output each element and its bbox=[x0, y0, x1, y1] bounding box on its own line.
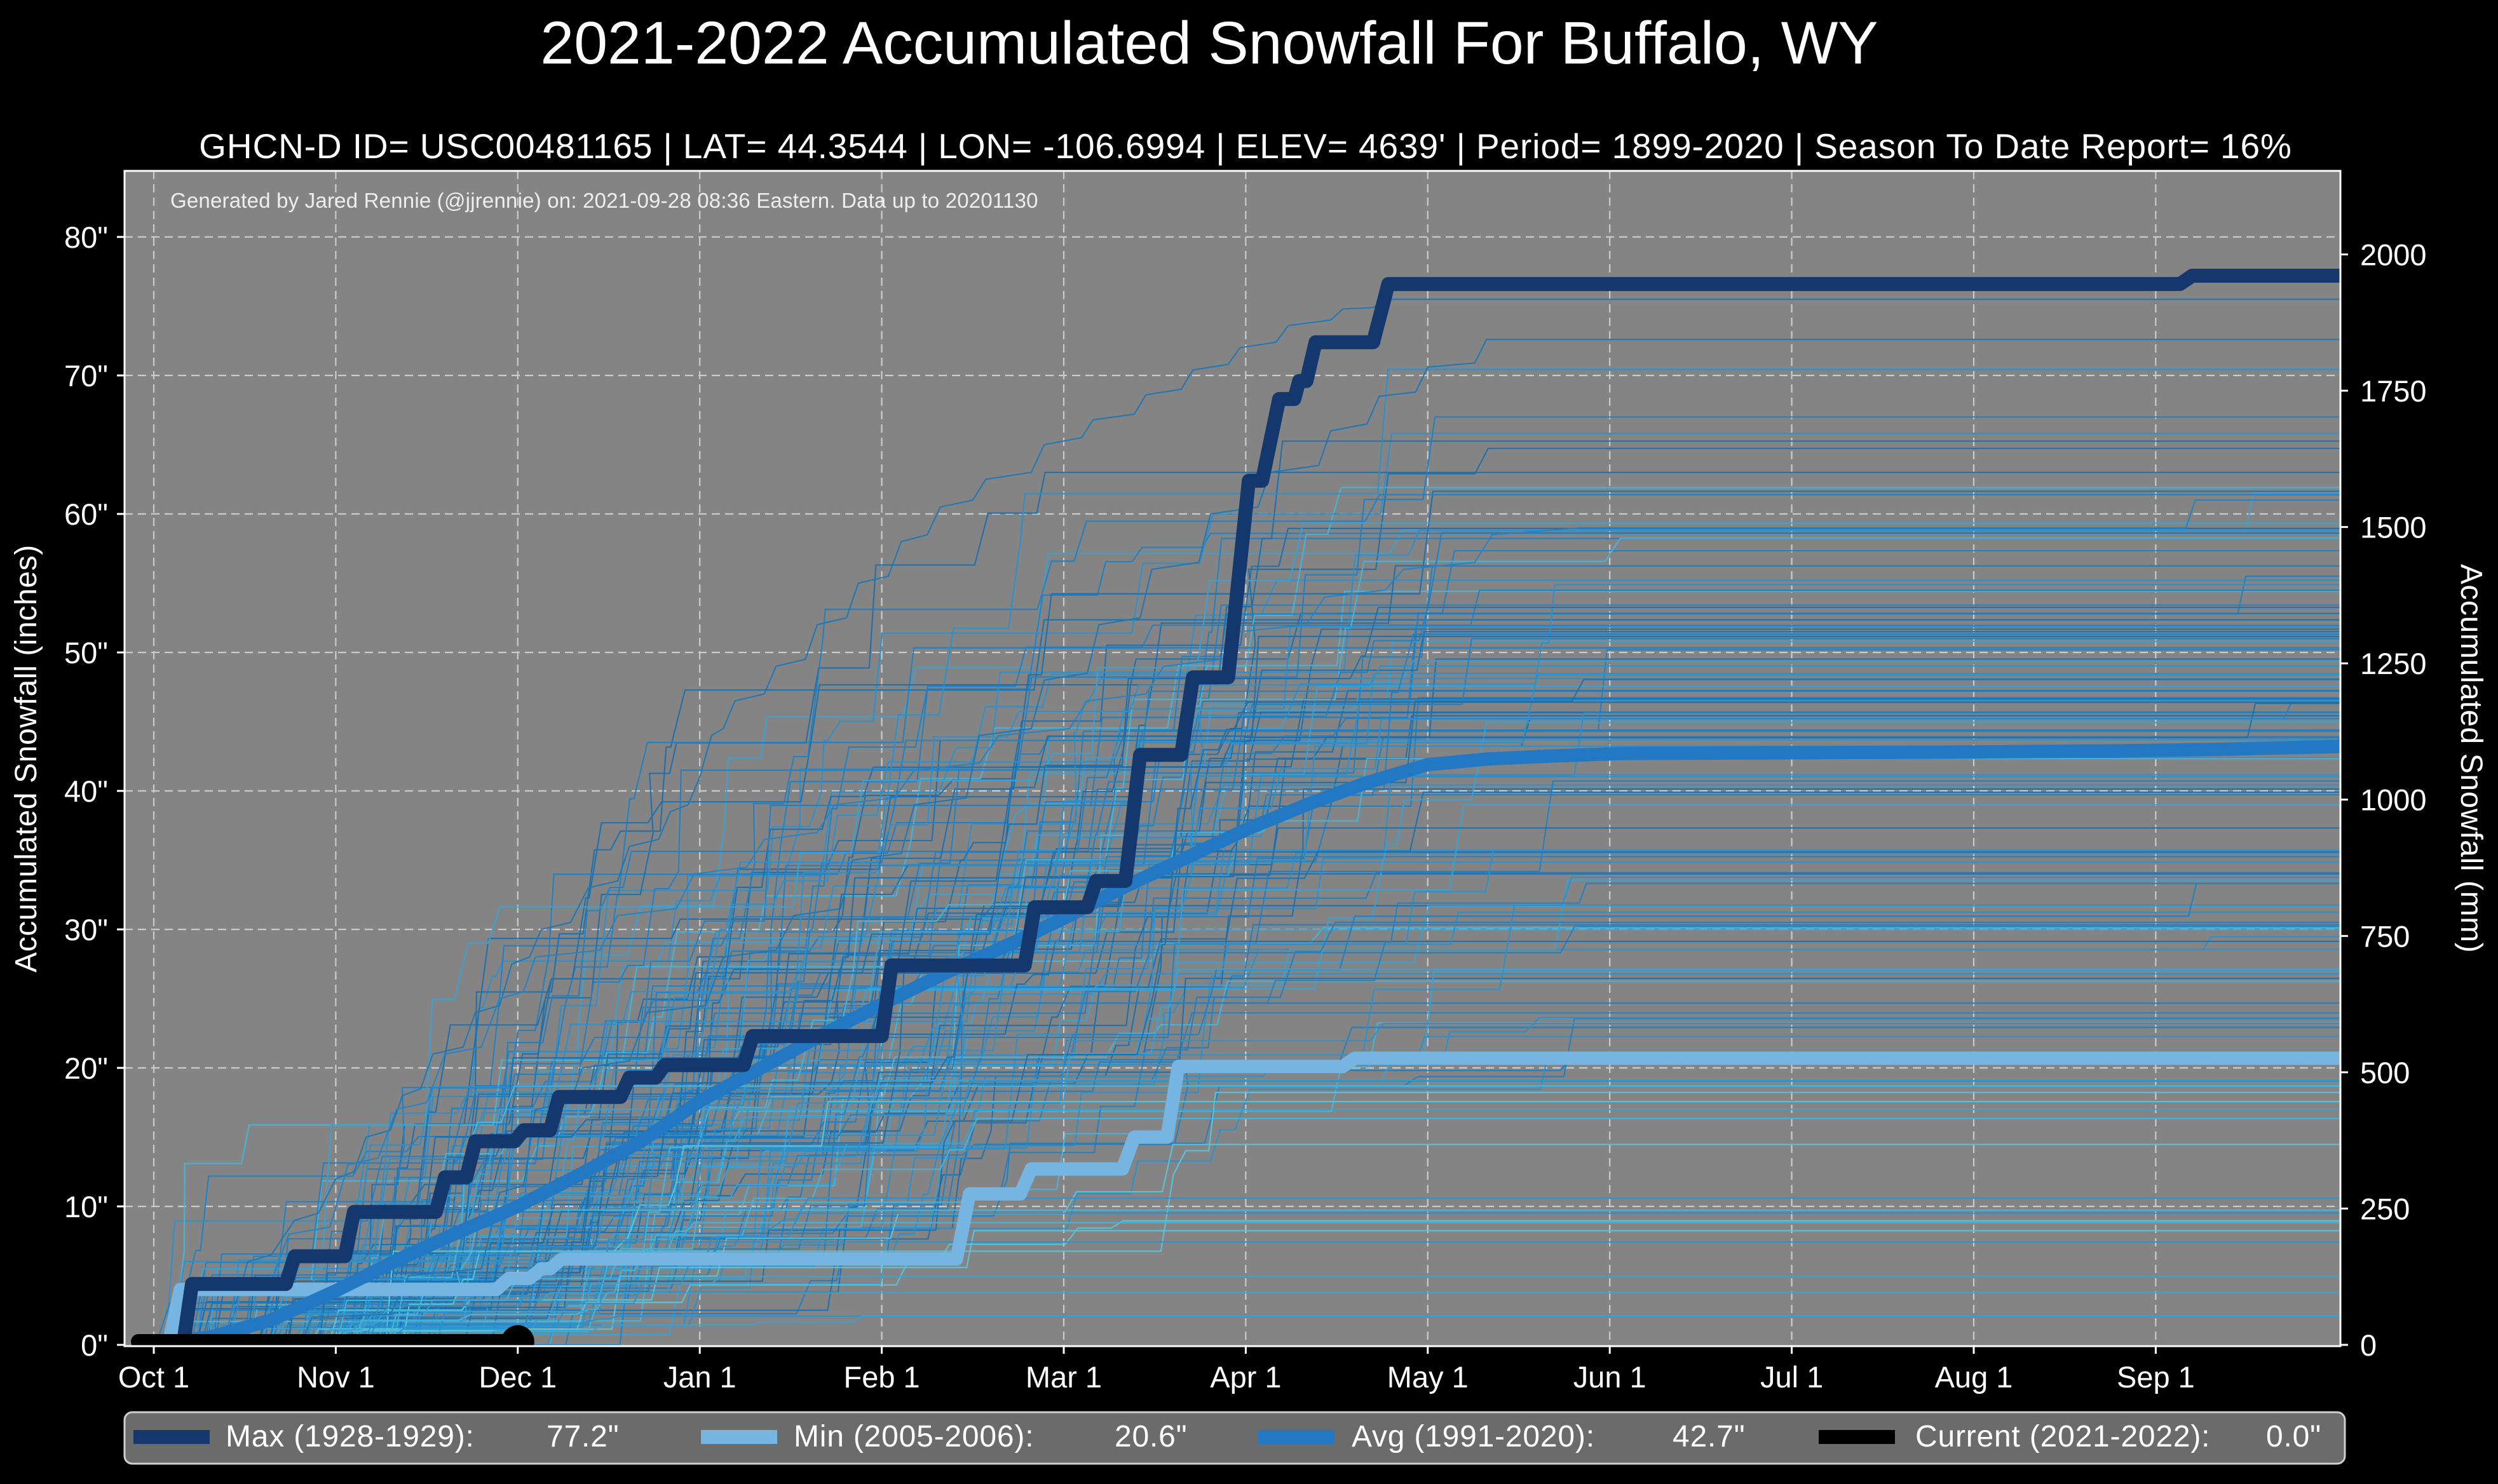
svg-text:Accumulated Snowfall (mm): Accumulated Snowfall (mm) bbox=[2454, 564, 2488, 954]
svg-text:1250: 1250 bbox=[2360, 647, 2427, 680]
svg-text:80": 80" bbox=[64, 220, 108, 254]
svg-text:77.2": 77.2" bbox=[546, 1420, 619, 1454]
svg-text:Avg (1991-2020):: Avg (1991-2020): bbox=[1352, 1420, 1595, 1454]
svg-text:1750: 1750 bbox=[2360, 374, 2427, 408]
svg-text:1500: 1500 bbox=[2360, 511, 2427, 544]
svg-text:10": 10" bbox=[64, 1190, 108, 1224]
svg-text:20.6": 20.6" bbox=[1115, 1420, 1187, 1454]
svg-text:0": 0" bbox=[81, 1328, 108, 1362]
svg-text:1000: 1000 bbox=[2360, 783, 2427, 817]
svg-text:20": 20" bbox=[64, 1051, 108, 1085]
svg-text:GHCN-D ID= USC00481165 | LAT=: GHCN-D ID= USC00481165 | LAT= 44.3544 | … bbox=[199, 126, 2292, 166]
svg-text:Sep 1: Sep 1 bbox=[2117, 1360, 2195, 1394]
svg-text:0.0": 0.0" bbox=[2266, 1420, 2321, 1454]
svg-text:Jan 1: Jan 1 bbox=[663, 1360, 737, 1394]
svg-text:Max (1928-1929):: Max (1928-1929): bbox=[226, 1420, 475, 1454]
svg-text:50": 50" bbox=[64, 636, 108, 670]
svg-text:Mar 1: Mar 1 bbox=[1026, 1360, 1102, 1394]
svg-text:60": 60" bbox=[64, 497, 108, 531]
svg-text:42.7": 42.7" bbox=[1673, 1420, 1745, 1454]
svg-text:30": 30" bbox=[64, 913, 108, 947]
svg-text:May 1: May 1 bbox=[1387, 1360, 1469, 1394]
svg-text:250: 250 bbox=[2360, 1192, 2410, 1225]
svg-text:Nov 1: Nov 1 bbox=[297, 1360, 375, 1394]
svg-text:500: 500 bbox=[2360, 1056, 2410, 1089]
svg-text:2021-2022 Accumulated Snowfall: 2021-2022 Accumulated Snowfall For Buffa… bbox=[540, 10, 1878, 77]
svg-text:2000: 2000 bbox=[2360, 238, 2427, 272]
svg-text:Jul 1: Jul 1 bbox=[1760, 1360, 1823, 1394]
svg-text:Min (2005-2006):: Min (2005-2006): bbox=[794, 1420, 1034, 1454]
svg-text:Accumulated Snowfall (inches): Accumulated Snowfall (inches) bbox=[10, 544, 43, 973]
svg-text:Aug 1: Aug 1 bbox=[1935, 1360, 2013, 1394]
svg-text:Apr 1: Apr 1 bbox=[1210, 1360, 1281, 1394]
svg-text:70": 70" bbox=[64, 359, 108, 393]
svg-text:Feb 1: Feb 1 bbox=[844, 1360, 920, 1394]
svg-text:0: 0 bbox=[2360, 1328, 2377, 1362]
svg-text:Oct 1: Oct 1 bbox=[118, 1360, 189, 1394]
svg-text:Jun 1: Jun 1 bbox=[1573, 1360, 1646, 1394]
svg-text:40": 40" bbox=[64, 774, 108, 808]
svg-text:Current (2021-2022):: Current (2021-2022): bbox=[1915, 1420, 2210, 1454]
svg-text:750: 750 bbox=[2360, 919, 2410, 953]
svg-text:Generated by Jared Rennie (@jj: Generated by Jared Rennie (@jjrennie) on… bbox=[170, 189, 1038, 212]
svg-text:Dec 1: Dec 1 bbox=[479, 1360, 557, 1394]
